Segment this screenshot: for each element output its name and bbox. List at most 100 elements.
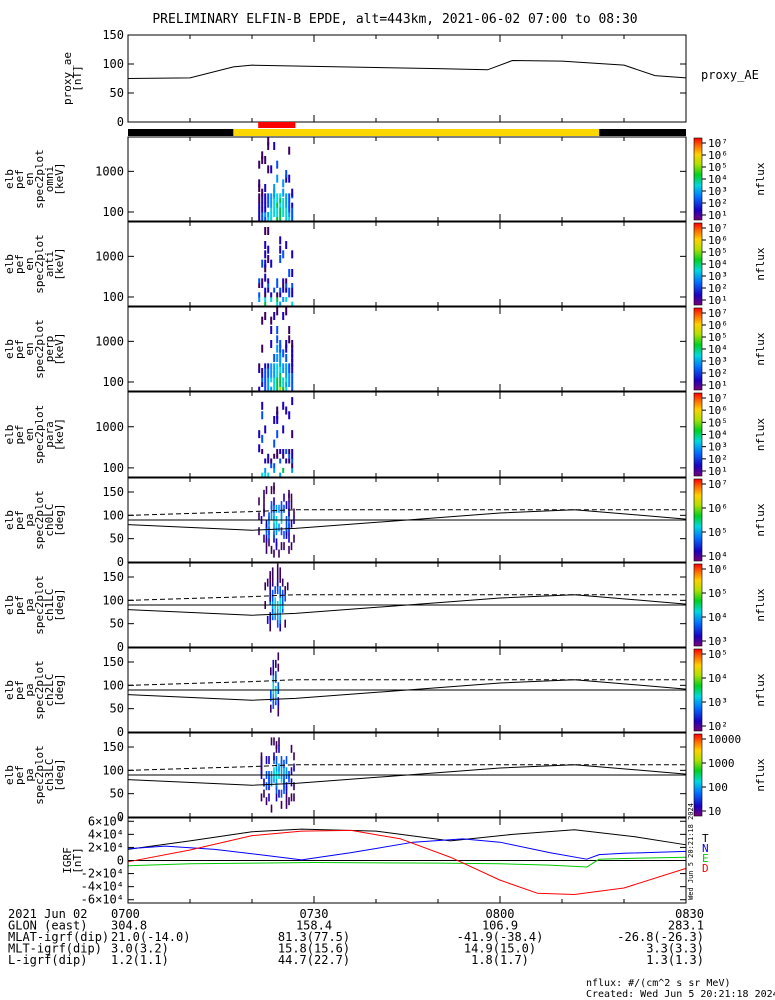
conjunction-marker [258,122,296,128]
en_anti-pixel [264,273,267,282]
en_anti-pixel [288,287,291,293]
en_perp-pixel [285,344,288,353]
pa_ch3-pixel [260,793,263,802]
en_anti-pixel [291,250,294,259]
en_omni-pixel [270,207,273,213]
igrf-ytick-label: -4×10⁴ [81,880,124,894]
en_anti-pixel [264,264,267,273]
en_omni-pixel [264,184,267,192]
pa_ch3-pixel [285,756,288,765]
en_para-pixel [270,458,273,464]
en_perp-pixel [270,377,273,383]
en_perp-pixel [270,326,273,334]
en_perp-pixel [273,377,276,383]
pa_ch0-pixel [268,527,270,536]
pa_ch1-ylabel-line: pef [13,595,26,615]
en_anti-pixel [261,278,264,284]
pa_ch3-pixel [265,756,268,765]
en_perp-pixel [276,354,279,362]
en_perp-pixel [291,368,294,373]
pa_ch2-pixel [272,659,275,668]
pa_ch0-pixel [275,538,278,547]
pa_ch2-pixel [277,697,280,706]
pa_ch2-pixel [272,674,275,683]
en_anti-pixel [291,269,294,277]
en_anti-pixel [267,227,270,235]
en_omni-pixel [270,198,273,203]
xaxis-tick-value: 0800 [486,907,515,921]
pa_ch0-pixel [278,523,280,532]
footer-units: nflux: #/(cm^2 s sr MeV) [586,978,731,989]
en_omni-pixel [267,193,270,199]
pa_ch2-ytick-label: 50 [110,702,124,716]
pa_ch0-ytick-label: 100 [102,508,124,522]
en_perp-pixel [285,382,288,387]
en_perp-pixel [261,368,264,373]
pa_ch0-pixel [280,501,283,510]
pa_ch3-pixel [290,778,293,787]
en_anti-pixel [282,250,285,259]
igrf-ytick-label: -2×10⁴ [81,867,124,881]
en_perp-cbar-tick-label: 10² [708,367,728,380]
en_perp-ylabel-line: perp [43,336,56,363]
en_para-cbar-tick-label: 10⁶ [708,404,728,417]
en_omni-pixel [288,202,291,208]
en_anti-ylabel-line: pef [13,254,26,274]
en_anti-pixel [270,297,273,302]
pa_ch2-cbar-tick-label: 10⁵ [708,648,728,661]
pa_ch0-pixel [290,542,293,551]
pa_ch3-pixel [275,741,278,750]
pa_ch3-pixel [270,737,273,746]
en_omni-ylabel-line: pef [13,169,26,189]
xaxis-tick-value: 1.8(1.7) [471,953,529,967]
pa_ch0-cbar-tick-label: 10⁷ [708,478,728,491]
en_perp-pixel [279,368,282,373]
pa_ch3-frame [127,732,687,818]
en_anti-pixel [279,301,282,307]
en_omni-pixel [261,212,264,217]
en_para-pixel [282,453,285,459]
en_perp-pixel [291,344,294,353]
en_anti-cbar-tick-label: 10⁴ [708,258,728,271]
pa_ch0-pixel [273,497,275,506]
en_perp-pixel [282,363,285,369]
xaxis-tick-value: 3.0(3.2) [111,942,169,956]
en_omni-pixel [279,212,282,217]
pa_ch3-pixel [268,756,270,765]
en_anti-pixel [285,297,288,302]
en_para-pixel [261,401,264,410]
xaxis-tick-value: 81.3(77.5) [278,930,350,944]
pa_ch3-pixel [280,789,283,798]
en_para-pixel [273,439,276,448]
pa_ch0-pixel [273,512,275,521]
en_omni-pixel [276,202,279,208]
pa_ch1-pixel [279,612,281,621]
en_omni-pixel [270,165,273,174]
en_omni-pixel [285,174,288,183]
pa_ch0-cbar-tick-label: 10⁵ [708,526,728,539]
xaxis-tick-value: 0830 [675,907,704,921]
pa_ch2-ylabel-line: spec2plot [33,660,46,720]
pa_ch0-pixel [268,512,270,521]
pa_ch0-pixel [273,504,275,513]
en_para-pixel [282,401,285,410]
pa_ch2-colorbar [693,648,703,732]
pa_ch1-pixel [284,586,286,595]
en_para-pixel [276,449,279,455]
pa_ch2-ylabel-line: pa [23,683,36,696]
en_omni-pixel [258,202,261,208]
en_anti-pixel [267,245,270,254]
igrf-legend-N: N [702,842,709,855]
en_perp-pixel [291,372,294,378]
en_para-ylabel-line: spec2plot [33,405,46,465]
igrf-ytick-label: 6×10⁴ [88,814,124,828]
en_omni-pixel [285,212,288,217]
en_perp-ytick-label: 100 [102,375,124,389]
pa_ch1-pixel [279,586,281,595]
pa_ch0-pixel [265,486,268,495]
en_perp-pixel [288,372,291,378]
en_omni-pixel [276,212,279,217]
